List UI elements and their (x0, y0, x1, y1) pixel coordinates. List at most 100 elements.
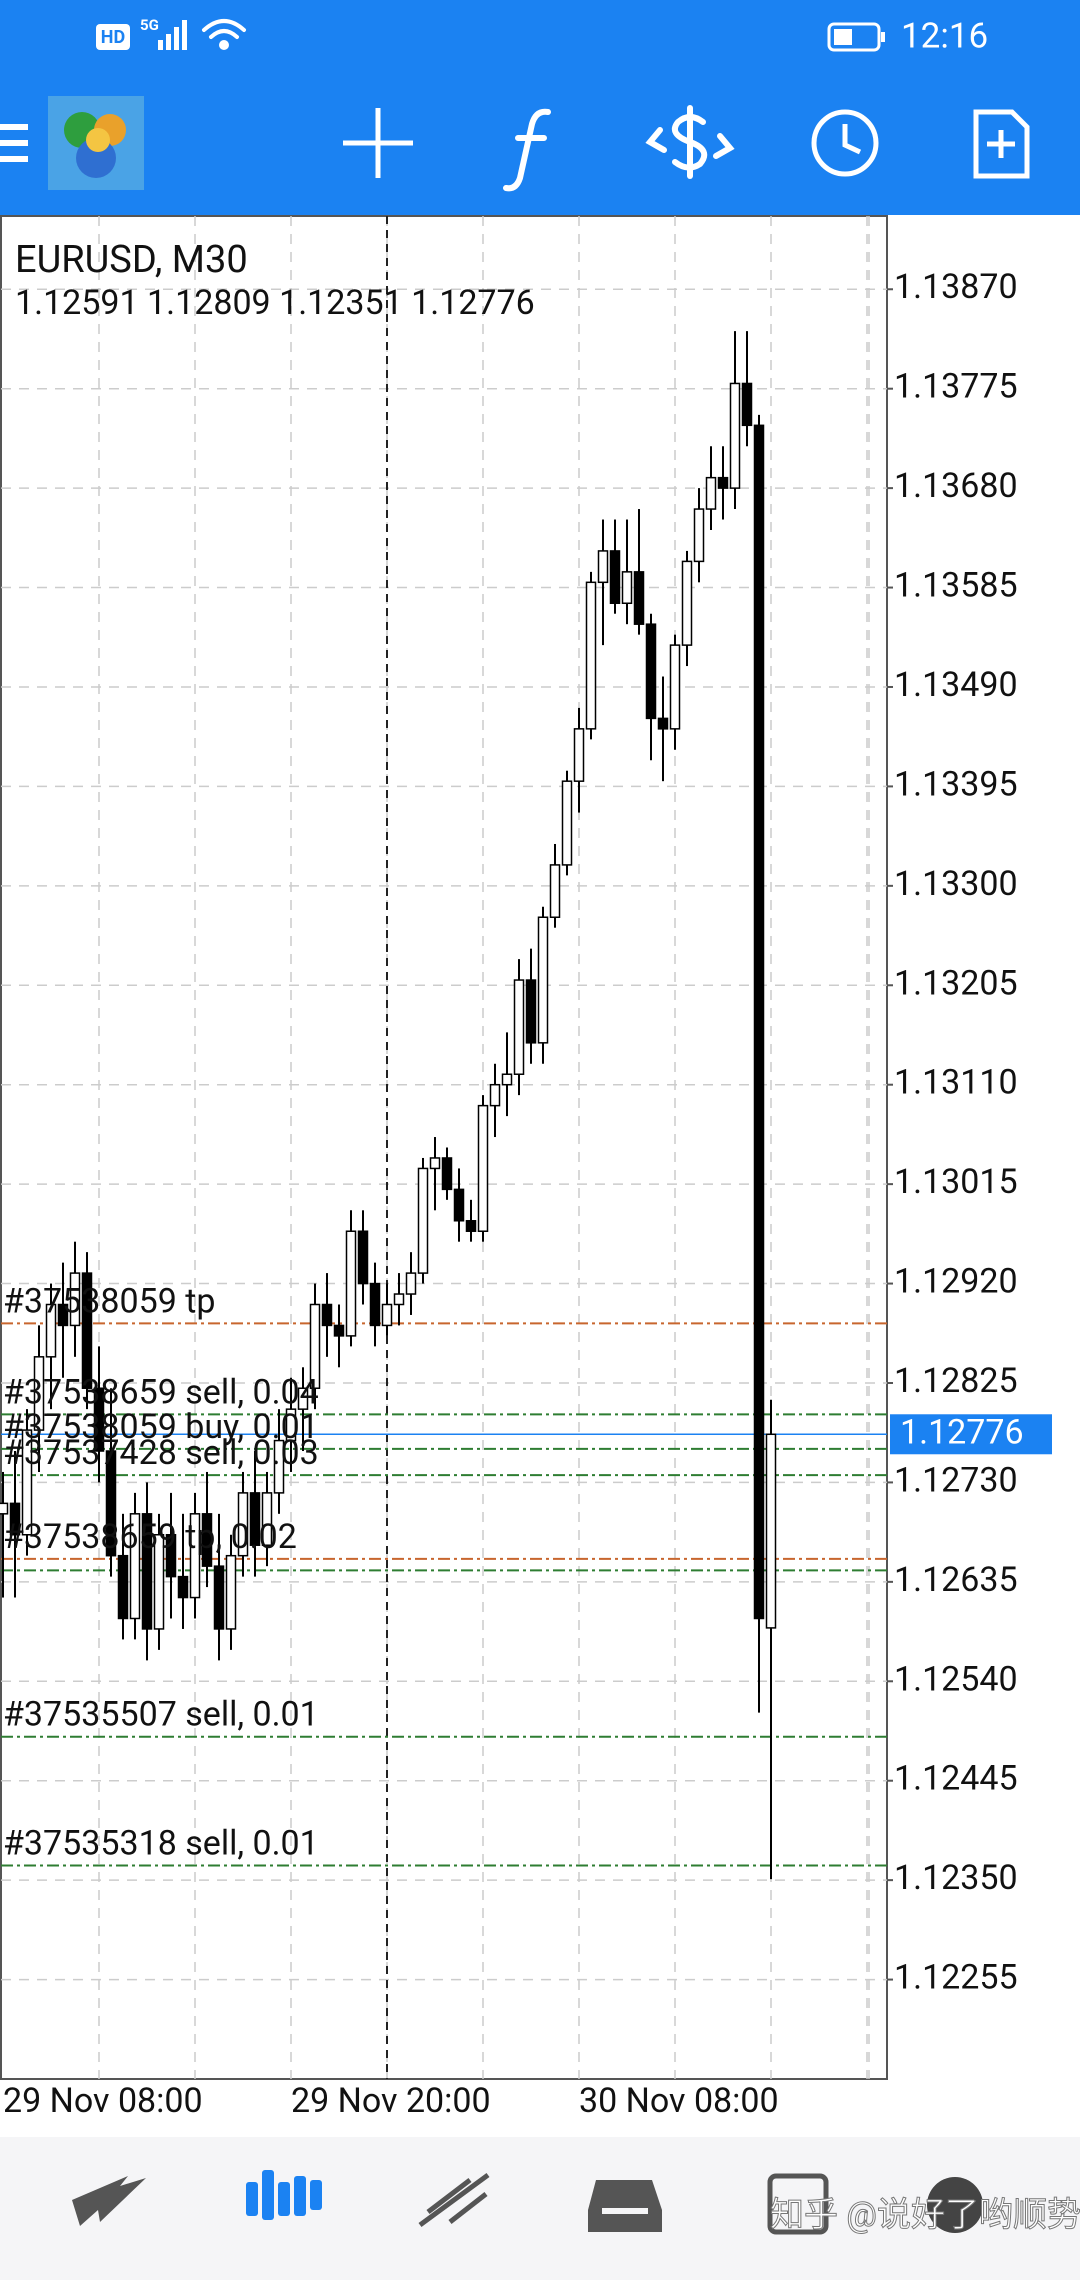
y-tick-label: 1.13110 (894, 1063, 1018, 1103)
candle-body (81, 1272, 93, 1389)
y-tick-label: 1.12730 (894, 1460, 1018, 1500)
candle-body (645, 623, 657, 720)
candle-body (489, 1083, 501, 1107)
order-label: #37538059 buy, 0.01 (3, 1407, 319, 1447)
order-label: #37538659 sell, 0.04 (3, 1372, 319, 1412)
candle-body (237, 1492, 249, 1557)
y-tick-label: 1.13490 (894, 665, 1018, 705)
candle-body (129, 1513, 141, 1620)
candle-body (669, 644, 681, 730)
menu-button[interactable] (0, 124, 28, 162)
network-type: 5G (140, 16, 159, 34)
candle-body (681, 560, 693, 646)
candle-body (477, 1104, 489, 1232)
y-tick-label: 1.12635 (894, 1560, 1018, 1600)
y-tick-label: 1.13680 (894, 466, 1018, 506)
news-tab[interactable] (767, 2173, 829, 2235)
y-tick-label: 1.13300 (894, 864, 1018, 904)
app-logo[interactable] (48, 96, 144, 190)
candle-body (165, 1534, 177, 1578)
candle-body (225, 1554, 237, 1630)
new-order-button[interactable] (973, 109, 1030, 179)
y-tick-label: 1.12445 (894, 1759, 1018, 1799)
hd-badge: HD (101, 27, 125, 48)
candle-body (513, 979, 525, 1075)
candle-body (429, 1157, 441, 1170)
y-tick-label: 1.13015 (894, 1162, 1018, 1202)
trade-tab[interactable] (418, 2172, 490, 2228)
candle-body (213, 1565, 225, 1630)
candle-body (0, 1502, 9, 1515)
candle-body (45, 1303, 57, 1358)
y-tick-label: 1.13585 (894, 566, 1018, 606)
y-tick-label: 1.12920 (894, 1262, 1018, 1302)
indicators-button[interactable] (503, 108, 551, 192)
candle-body (417, 1167, 429, 1274)
candle-body (717, 476, 729, 489)
candle-body (69, 1272, 81, 1327)
candle-body (117, 1554, 129, 1620)
plot-area (0, 215, 888, 2080)
chart: 1.13870 1.13775 1.13680 1.13585 1.13490 1.133… (0, 216, 1052, 2121)
candle-body (633, 571, 645, 625)
candle-body (405, 1272, 417, 1295)
y-tick-label: 1.13395 (894, 764, 1018, 804)
candle-body (201, 1513, 213, 1567)
candle-body (93, 1387, 105, 1452)
y-tick-label: 1.13205 (894, 963, 1018, 1003)
history-tab[interactable] (588, 2180, 662, 2232)
order-label: #37538059 tp (3, 1281, 215, 1321)
candle-body (249, 1492, 261, 1546)
candle-body (153, 1534, 165, 1630)
candle-body (453, 1188, 465, 1222)
ohlc-label: 1.12591 1.12809 1.12351 1.12776 (15, 283, 535, 323)
candle-body (561, 780, 573, 866)
messages-tab[interactable] (927, 2177, 983, 2233)
candle-body (21, 1429, 33, 1536)
wifi-icon (202, 19, 246, 50)
candle-body (741, 382, 753, 427)
candle-body (621, 571, 633, 605)
top-bar (0, 0, 1080, 215)
candle-body (381, 1303, 393, 1327)
candle-body (657, 717, 669, 730)
candle-body (369, 1282, 381, 1327)
candle-body (297, 1387, 309, 1410)
history-button[interactable] (811, 109, 879, 177)
candle-body (141, 1513, 153, 1630)
candle-body (705, 476, 717, 510)
candle-body (189, 1513, 201, 1599)
signal-icon (158, 20, 187, 50)
candle-body (321, 1303, 333, 1327)
candle-body (33, 1356, 45, 1431)
order-label: #37537428 sell, 0.03 (3, 1433, 319, 1473)
trade-button[interactable] (645, 105, 735, 179)
chart-tab[interactable] (246, 2170, 322, 2220)
crosshair-button[interactable] (343, 108, 413, 178)
y-tick-label: 1.12255 (894, 1958, 1018, 1998)
candle-body (609, 550, 621, 605)
candle-body (9, 1502, 21, 1536)
candle-body (261, 1492, 273, 1546)
candle-body (285, 1408, 297, 1442)
candle-body (501, 1073, 513, 1086)
candle-body (309, 1303, 321, 1389)
y-tick-label: 1.12350 (894, 1858, 1018, 1898)
current-price-box (890, 1414, 1052, 1455)
battery-icon (827, 22, 885, 52)
order-label: #37535318 sell, 0.01 (3, 1823, 319, 1863)
order-label: #37535507 sell, 0.01 (3, 1695, 319, 1735)
quotes-tab[interactable] (72, 2176, 146, 2226)
candle-body (729, 382, 741, 489)
y-tick-label: 1.12540 (894, 1659, 1018, 1699)
candle-body (441, 1157, 453, 1191)
order-label: #37538659 tp, 0.02 (3, 1517, 297, 1557)
candle-body (537, 916, 549, 1044)
y-tick-label: 1.13870 (894, 267, 1018, 307)
candle-body (57, 1303, 69, 1327)
candle-body (273, 1439, 285, 1494)
candle-body (573, 728, 585, 782)
candle-body (105, 1450, 117, 1557)
x-tick-label: 29 Nov 20:00 (291, 2081, 491, 2121)
